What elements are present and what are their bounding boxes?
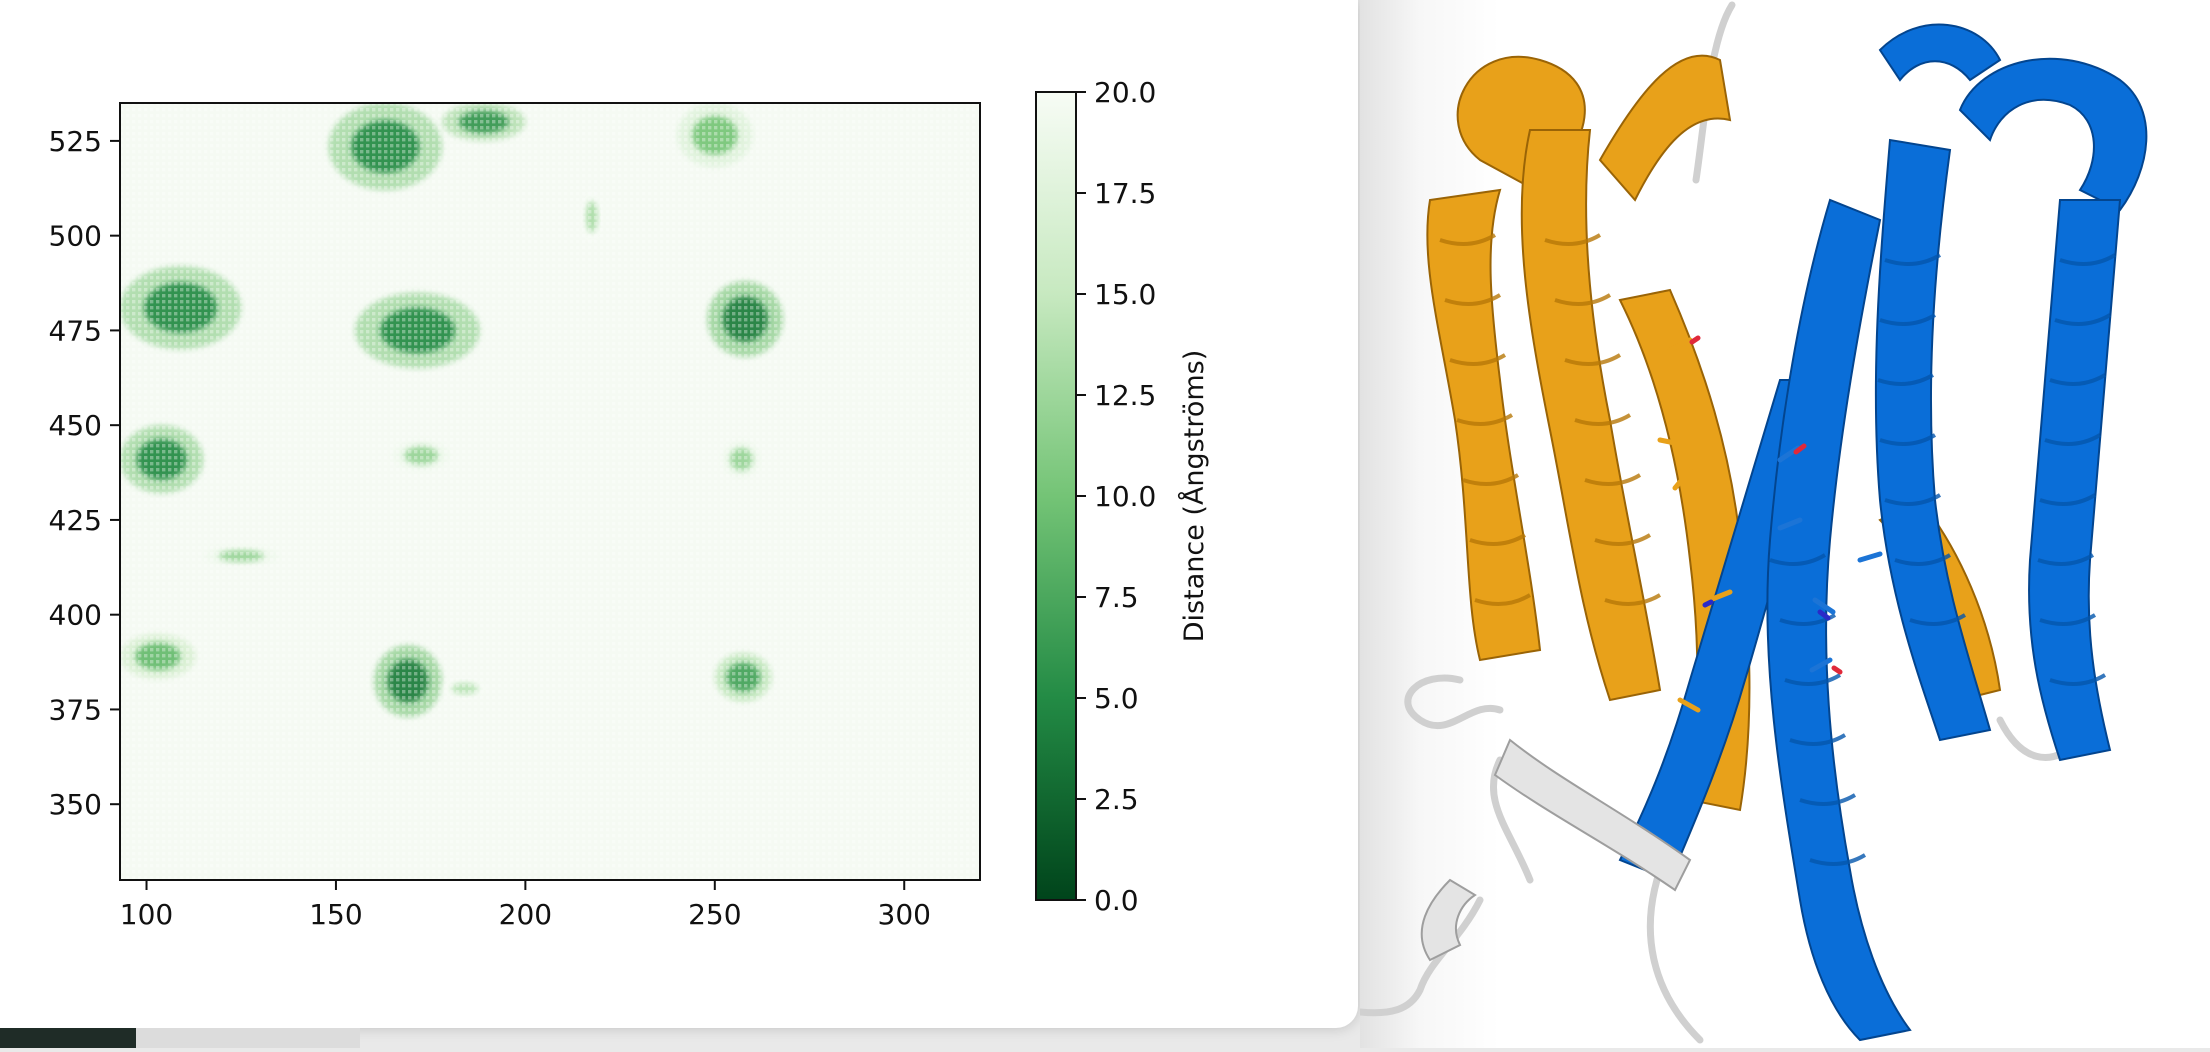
contact-map-window: 100 150 200 250 300 350 375 400 425 450 475 500 525… [0,0,1358,1028]
x-tick-label: 150 [309,898,362,931]
y-tick-label: 450 [49,409,102,442]
background-window-strip-light [136,1028,360,1048]
colorbar-tick-label: 15.0 [1094,278,1156,311]
helix-shading-blue [1769,253,2117,866]
background-window-strip [0,1028,136,1048]
colorbar-tick-label: 10.0 [1094,480,1156,513]
plot-frame [119,102,981,881]
contact-map-chart: 100 150 200 250 300 350 375 400 425 450 475 500 525… [49,76,1210,931]
chain-b-blue [1618,23,2148,1042]
colorbar-tick-label: 12.5 [1094,379,1156,412]
x-tick-label: 200 [499,898,552,931]
y-tick-label: 525 [49,125,102,158]
colorbar-tick-label: 17.5 [1094,177,1156,210]
y-tick-label: 400 [49,599,102,632]
colorbar [1035,91,1077,901]
x-axis: 100 150 200 250 300 [120,880,931,931]
side-chains [1657,335,1883,713]
helix-shading [1439,233,1662,606]
colorbar-axis: 0.0 2.5 5.0 7.5 10.0 12.5 15.0 17.5 20.0 [1076,76,1156,917]
x-tick-label: 300 [878,898,931,931]
y-tick-label: 500 [49,220,102,253]
colorbar-tick-label: 20.0 [1094,76,1156,109]
y-tick-label: 375 [49,693,102,726]
colorbar-tick-label: 7.5 [1094,581,1139,614]
y-tick-label: 475 [49,314,102,347]
colorbar-tick-label: 5.0 [1094,682,1139,715]
y-tick-label: 425 [49,504,102,537]
colorbar-tick-label: 2.5 [1094,783,1139,816]
protein-structure-view [1356,0,2210,1048]
white-chain-segment [1420,738,1692,962]
colorbar-label: Distance (Ångströms) [1178,350,1210,642]
protein-structure-render [1356,1,2148,1044]
x-tick-label: 100 [120,898,173,931]
y-axis: 350 375 400 425 450 475 500 525 [49,125,120,821]
y-tick-label: 350 [49,788,102,821]
x-tick-label: 250 [688,898,741,931]
dot-texture [120,103,980,880]
colorbar-tick-label: 0.0 [1094,884,1139,917]
